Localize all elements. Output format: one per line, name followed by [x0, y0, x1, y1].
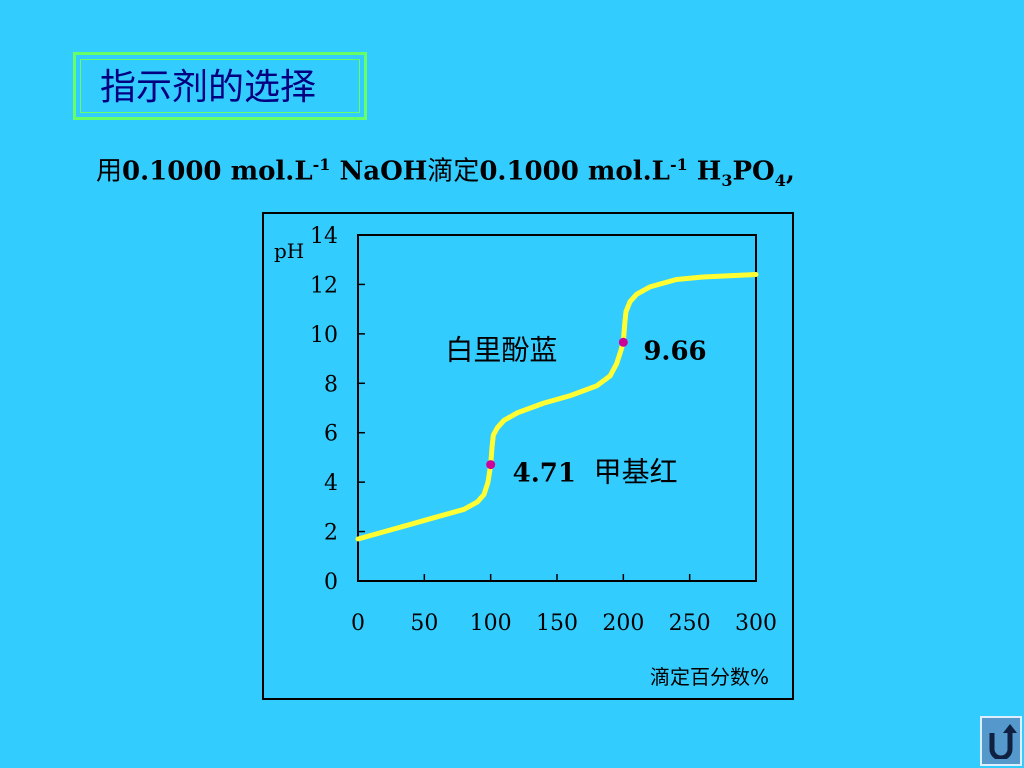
x-tick-label: 50: [410, 611, 438, 636]
subtitle-concentration-2: 0.1000 mol.L: [479, 156, 670, 187]
subtitle-suffix: ,: [785, 156, 795, 187]
axis-ticks: 0 2 4 6 8 10 12 14 0 50 100 150 200 250 300: [310, 224, 777, 636]
subtitle-acid-b: PO: [732, 156, 775, 187]
y-tick-label: 2: [324, 521, 338, 546]
y-tick-label: 4: [324, 471, 338, 496]
subtitle: 用0.1000 mol.L-1 NaOH滴定0.1000 mol.L-1 H3P…: [96, 145, 795, 201]
x-tick-label: 150: [536, 611, 578, 636]
subtitle-acid-sub-b: 4: [774, 170, 786, 190]
x-tick-label: 0: [351, 611, 365, 636]
x-axis-label: 滴定百分数%: [650, 665, 769, 689]
subtitle-exponent-1: -1: [312, 155, 331, 174]
chart-frame: [262, 212, 794, 700]
equivalence-point: [486, 460, 496, 470]
y-tick-label: 14: [310, 224, 338, 249]
titration-curve: [355, 272, 759, 542]
title-box: [73, 52, 367, 120]
x-tick-label: 300: [735, 611, 777, 636]
return-arrow-icon: [989, 724, 1017, 759]
subtitle-exponent-2: -1: [669, 155, 688, 174]
y-axis-label: pH: [274, 239, 304, 263]
subtitle-concentration-1: 0.1000 mol.L: [122, 156, 313, 187]
subtitle-prefix: 用: [96, 156, 123, 187]
subtitle-acid-a: H: [687, 156, 722, 187]
x-tick-label: 200: [602, 611, 644, 636]
slide-title: 指示剂的选择: [100, 67, 317, 108]
point-value-label: 4.71: [513, 459, 576, 489]
equivalence-markers: 4.71 甲基红 白里酚蓝 9.66: [445, 333, 706, 488]
indicator-label: 白里酚蓝: [445, 333, 557, 366]
indicator-label: 甲基红: [594, 456, 678, 489]
subtitle-base: NaOH: [330, 156, 428, 187]
plot-area: [357, 234, 757, 582]
point-value-label: 9.66: [643, 336, 706, 366]
return-button[interactable]: [980, 716, 1022, 766]
y-tick-label: 0: [324, 570, 338, 595]
x-tick-label: 250: [669, 611, 711, 636]
subtitle-acid-sub-a: 3: [721, 170, 733, 190]
y-tick-label: 10: [310, 323, 338, 348]
x-tick-label: 100: [470, 611, 512, 636]
y-tick-label: 8: [324, 372, 338, 397]
subtitle-verb: 滴定: [427, 156, 480, 187]
y-tick-label: 6: [324, 422, 338, 447]
y-tick-label: 12: [310, 273, 338, 298]
equivalence-point: [618, 337, 628, 347]
